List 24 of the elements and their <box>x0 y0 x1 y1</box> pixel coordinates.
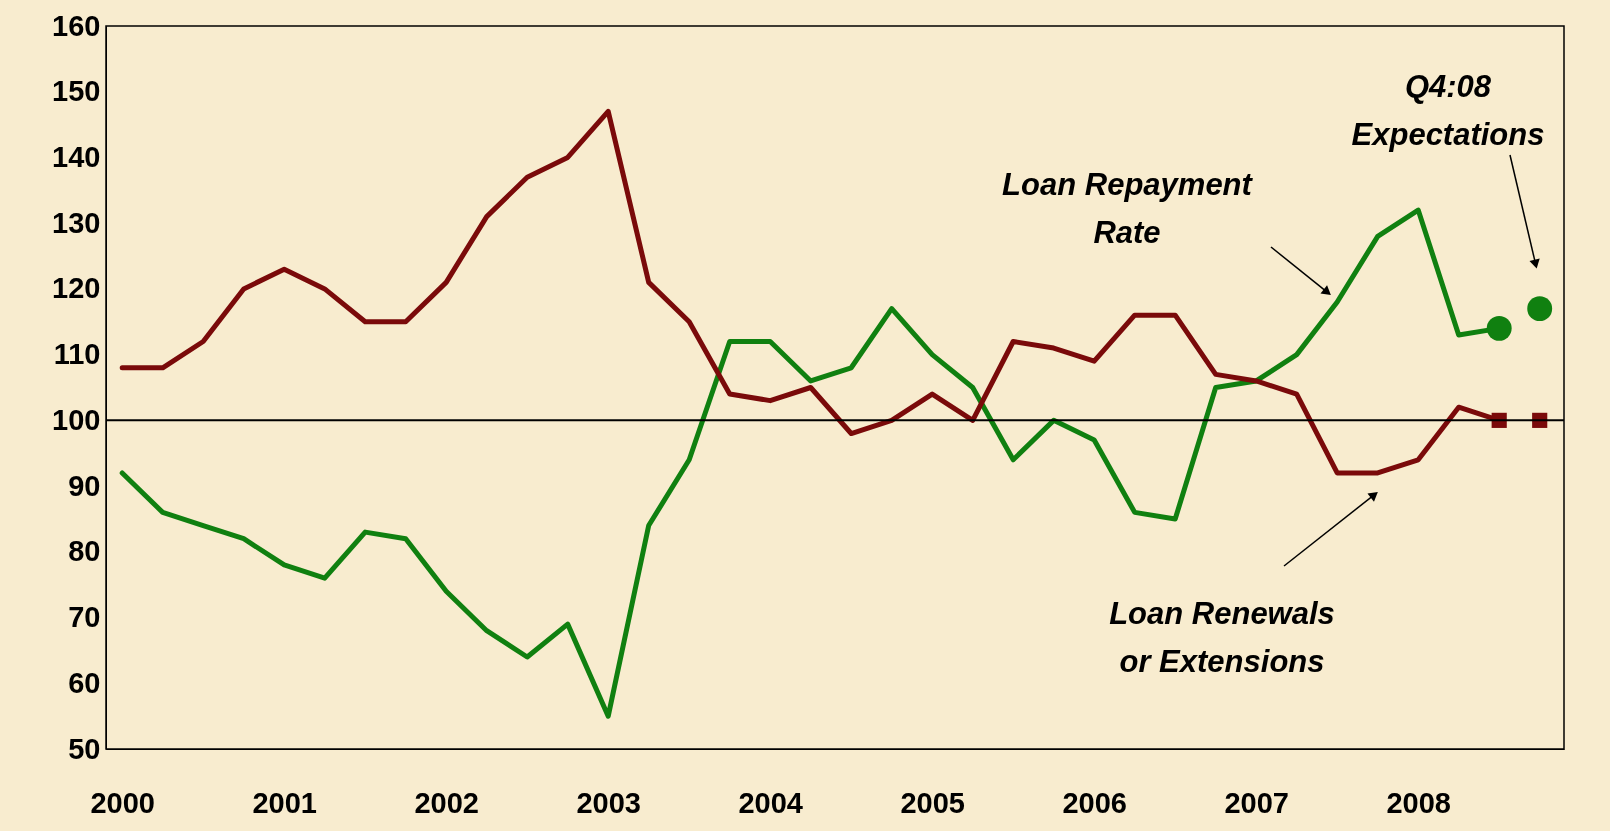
y-tick-label: 90 <box>68 469 101 502</box>
y-tick-label: 60 <box>68 666 101 699</box>
y-tick-label: 50 <box>68 732 101 765</box>
y-tick-label: 80 <box>68 535 101 568</box>
x-tick-label: 2001 <box>252 786 317 819</box>
y-tick-label: 110 <box>53 338 101 371</box>
y-tick-label: 140 <box>52 140 101 173</box>
x-tick-label: 2007 <box>1224 786 1289 819</box>
annotation: Loan Repayment Rate <box>1002 167 1254 250</box>
y-tick-label: 130 <box>52 206 101 239</box>
annotation: Loan Renewals or Extensions <box>1109 596 1335 679</box>
y-tick-label: 160 <box>52 9 101 42</box>
y-tick-label: 150 <box>52 75 101 108</box>
x-tick-label: 2003 <box>576 786 641 819</box>
x-tick-label: 2005 <box>900 786 965 819</box>
x-tick-label: 2002 <box>414 786 479 819</box>
x-tick-label: 2004 <box>738 786 803 819</box>
annotation: Q4:08 Expectations <box>1351 69 1545 152</box>
y-tick-label: 100 <box>52 403 101 436</box>
x-tick-label: 2000 <box>90 786 155 819</box>
x-tick-label: 2006 <box>1062 786 1127 819</box>
y-tick-label: 70 <box>68 601 101 634</box>
y-tick-label: 120 <box>52 272 101 305</box>
x-tick-label: 2008 <box>1386 786 1451 819</box>
